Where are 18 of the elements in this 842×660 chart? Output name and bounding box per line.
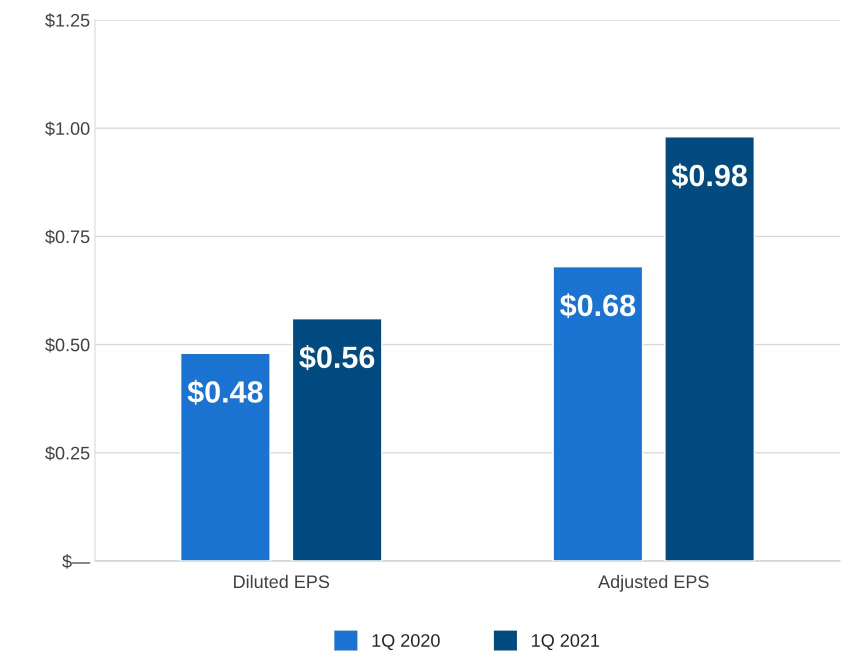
y-tick-label: $— — [62, 554, 90, 569]
y-tick-label: $0.50 — [45, 338, 90, 352]
x-tick-label: Diluted EPS — [234, 574, 330, 588]
y-tick-label: $1.00 — [45, 121, 90, 136]
data-label: $0.68 — [560, 293, 636, 318]
y-tick-label: $0.25 — [45, 446, 90, 461]
data-label: $0.56 — [299, 345, 374, 370]
bar — [664, 136, 756, 561]
y-tick-label: $1.25 — [45, 13, 90, 28]
legend-label: 1Q 2021 — [532, 634, 600, 650]
legend-label: 1Q 2020 — [372, 634, 440, 650]
y-tick-label: $0.75 — [45, 230, 90, 244]
data-label: $0.48 — [188, 380, 263, 405]
bar — [180, 352, 271, 561]
bar — [552, 266, 644, 561]
bar — [292, 318, 383, 561]
data-label: $0.98 — [672, 163, 747, 188]
x-tick-label: Adjusted EPS — [598, 574, 709, 592]
